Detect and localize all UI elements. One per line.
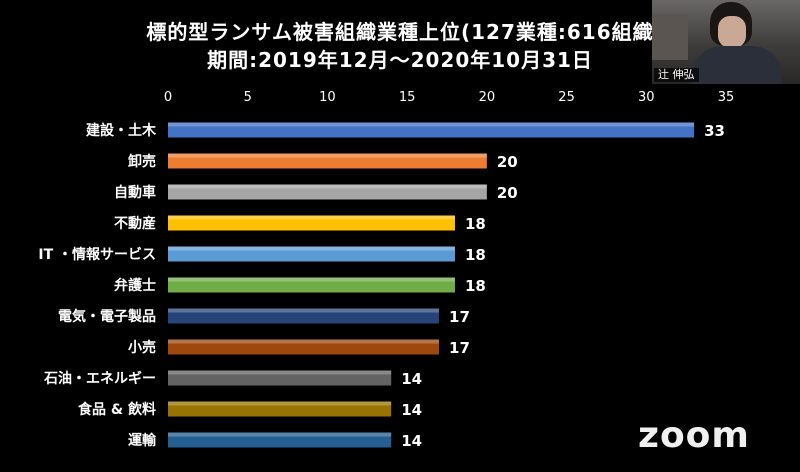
bar-highlight — [168, 432, 392, 437]
category-label: 自動車 — [114, 184, 156, 201]
bar — [168, 339, 440, 355]
zoom-logo: zoom — [638, 415, 750, 456]
bar-highlight — [168, 122, 695, 127]
speaker-body — [692, 46, 782, 84]
value-label: 14 — [401, 370, 422, 388]
bar — [168, 432, 392, 448]
x-tick-label: 30 — [638, 90, 655, 105]
value-label: 14 — [401, 432, 422, 450]
category-label: 小売 — [128, 339, 156, 356]
bar-highlight — [168, 215, 455, 220]
bar-highlight — [168, 153, 487, 158]
speaker-name: 辻 伸弘 — [654, 68, 699, 82]
category-label: 建設・土木 — [86, 122, 157, 139]
category-label: IT ・情報サービス — [38, 246, 156, 263]
bar-highlight — [168, 246, 455, 251]
bar-highlight — [168, 308, 440, 313]
chart-title: 標的型ランサム被害組織業種上位(127業種:616組織 — [146, 20, 654, 44]
x-tick-label: 0 — [164, 90, 172, 105]
value-label: 20 — [497, 184, 518, 202]
bar — [168, 401, 392, 417]
category-label: 食品 & 飲料 — [78, 401, 156, 418]
bar — [168, 308, 440, 324]
category-label: 電気・電子製品 — [58, 308, 156, 325]
category-label: 運輸 — [128, 432, 157, 449]
category-label: 卸売 — [128, 153, 156, 170]
value-label: 33 — [704, 122, 725, 140]
bar-highlight — [168, 339, 440, 344]
chart-subtitle: 期間:2019年12月〜2020年10月31日 — [207, 48, 593, 72]
value-label: 18 — [465, 277, 486, 295]
category-label: 不動産 — [114, 215, 156, 232]
x-tick-label: 35 — [718, 90, 735, 105]
speaker-face — [718, 16, 746, 48]
bar — [168, 246, 455, 262]
bar-highlight — [168, 401, 392, 406]
value-label: 17 — [449, 308, 470, 326]
background-shelf — [652, 14, 688, 60]
bar — [168, 215, 455, 231]
x-tick-label: 5 — [244, 90, 252, 105]
bar-highlight — [168, 277, 455, 282]
value-label: 18 — [465, 246, 486, 264]
webcam-video: 辻 伸弘 — [652, 0, 800, 84]
value-label: 18 — [465, 215, 486, 233]
bar — [168, 370, 392, 386]
category-label: 弁護士 — [114, 277, 156, 294]
x-tick-label: 25 — [558, 90, 575, 105]
value-label: 20 — [497, 153, 518, 171]
value-label: 14 — [401, 401, 422, 419]
x-tick-label: 15 — [399, 90, 416, 105]
bar — [168, 153, 487, 169]
bar — [168, 122, 695, 138]
bar — [168, 184, 487, 200]
bar-highlight — [168, 184, 487, 189]
value-label: 17 — [449, 339, 470, 357]
bar-highlight — [168, 370, 392, 375]
x-tick-label: 10 — [319, 90, 336, 105]
bar — [168, 277, 455, 293]
category-label: 石油・エネルギー — [43, 370, 156, 387]
x-tick-label: 20 — [479, 90, 496, 105]
